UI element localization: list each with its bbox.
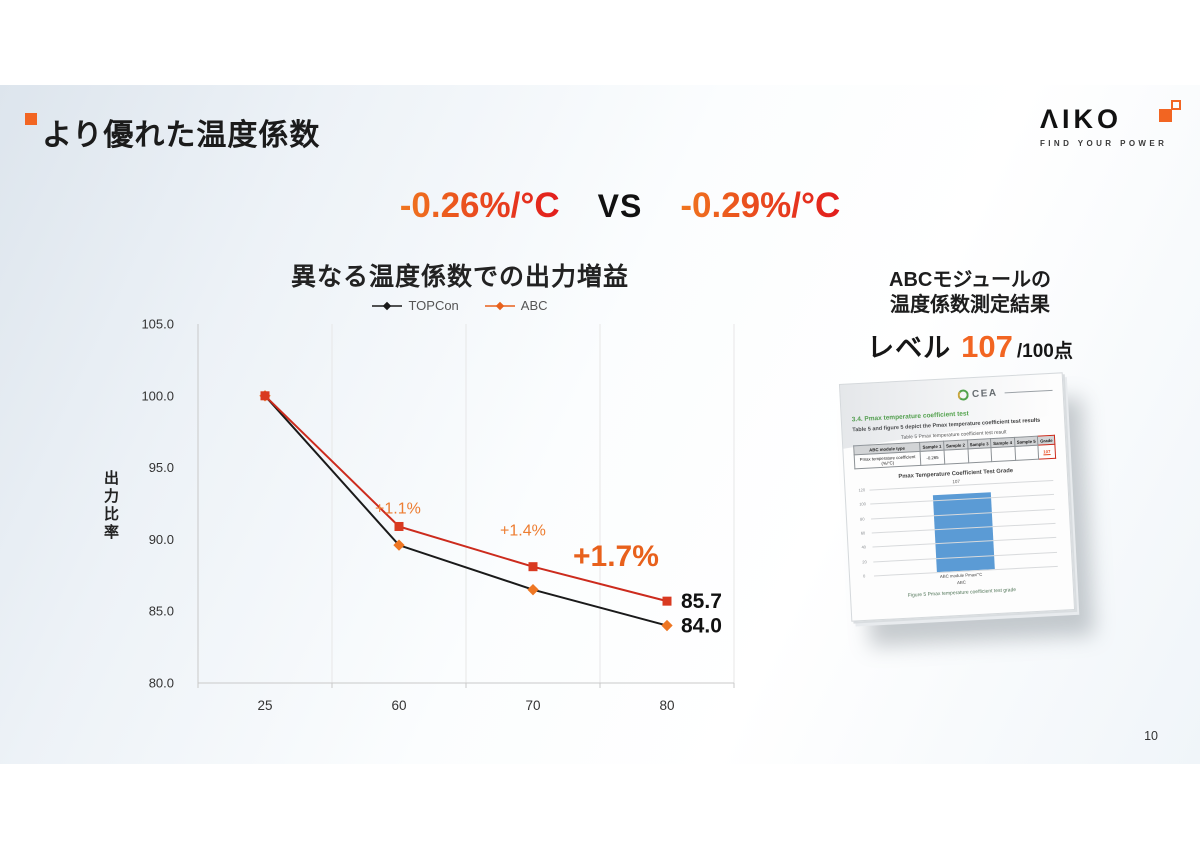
mini-bar-chart: 120 100 80 60 40 20 0 xyxy=(858,479,1058,579)
cert-table-cell xyxy=(1014,445,1039,461)
abc-legend-marker-icon xyxy=(484,301,515,310)
title-bullet xyxy=(25,113,37,125)
mini-tick-label: 120 xyxy=(858,487,866,493)
topcon-legend-marker-icon xyxy=(372,301,403,310)
mini-tick-label: 80 xyxy=(859,516,865,522)
chart-legend: TOPCon ABC xyxy=(180,298,740,313)
level-label: レベル xyxy=(867,333,952,363)
level-suffix: /100点 xyxy=(1016,341,1073,362)
abc-coefficient-value: -0.26%/°C xyxy=(399,186,560,225)
mini-tick-label: 40 xyxy=(861,544,867,550)
cert-table-cell xyxy=(943,448,969,465)
legend-label-abc: ABC xyxy=(520,298,548,313)
page-number: 10 xyxy=(1144,729,1158,743)
y-tick-label: 100.0 xyxy=(141,388,174,403)
series-line-abc xyxy=(264,395,668,603)
data-point xyxy=(394,521,404,531)
x-tick-label: 80 xyxy=(659,698,674,713)
annotation-label: +1.4% xyxy=(500,523,546,540)
data-point xyxy=(527,584,539,596)
legend-item-abc: ABC xyxy=(484,298,548,313)
mini-chart-bar xyxy=(932,492,995,573)
result-panel: ABCモジュールの 温度係数測定結果 レベル 107 /100点 CEA 3.4… xyxy=(810,268,1130,622)
cert-table-cell xyxy=(967,447,992,463)
cea-logo-icon xyxy=(957,388,970,401)
cert-table-cell xyxy=(991,446,1016,462)
data-point xyxy=(661,619,673,632)
coefficient-comparison: -0.26%/°C VS -0.29%/°C xyxy=(300,186,940,226)
series-line-topcon xyxy=(264,395,668,627)
data-point xyxy=(528,562,538,572)
data-point xyxy=(662,596,672,606)
mini-tick-label: 20 xyxy=(862,558,867,565)
slide-title: より優れた温度係数 xyxy=(42,119,321,152)
annotation-label: +1.1% xyxy=(375,500,421,517)
logo-mark-icon xyxy=(1159,100,1181,122)
logo-tagline: FIND YOUR POWER xyxy=(1040,139,1168,148)
cert-table-cell: Pmax temperature coefficient (%/°C) xyxy=(854,451,922,469)
y-tick-label: 105.0 xyxy=(141,317,174,332)
aiko-logo: ΛIKO FIND YOUR POWER xyxy=(1040,100,1181,148)
result-heading-line2: 温度係数測定結果 xyxy=(890,294,1050,316)
cea-logo: CEA xyxy=(850,382,1053,409)
cea-logo-text: CEA xyxy=(971,387,998,400)
level-value: 107 xyxy=(961,329,1013,364)
annotation-label: +1.7% xyxy=(573,540,659,573)
y-axis-label: 出力比率 xyxy=(102,470,119,542)
legend-item-topcon: TOPCon xyxy=(372,298,459,313)
y-tick-label: 95.0 xyxy=(149,460,174,475)
y-tick-label: 80.0 xyxy=(149,676,174,691)
cert-table-cell: 107 xyxy=(1038,444,1056,460)
x-tick-label: 25 xyxy=(257,698,272,713)
logo-brand-text: ΛIKO xyxy=(1040,104,1123,134)
result-heading-line1: ABCモジュールの xyxy=(889,269,1051,291)
chart-title: 異なる温度係数での出力増益 xyxy=(290,263,629,291)
logo-square-outline-icon xyxy=(1171,100,1181,110)
mini-tick-label: 0 xyxy=(862,573,866,579)
legend-label-topcon: TOPCon xyxy=(408,298,459,313)
level-row: レベル 107 /100点 xyxy=(810,326,1130,365)
topcon-coefficient-value: -0.29%/°C xyxy=(680,186,841,225)
end-value-label: 85.7 xyxy=(681,590,722,613)
cea-logo-rule xyxy=(1004,389,1053,393)
logo-square-fill-icon xyxy=(1159,109,1172,122)
vs-label: VS xyxy=(597,188,643,224)
line-chart: 105.0 100.0 95.0 90.0 85.0 80.0 25 60 70 80 +1.1% +… xyxy=(141,317,735,713)
data-point xyxy=(260,391,270,401)
end-value-label: 84.0 xyxy=(681,615,722,638)
x-tick-label: 60 xyxy=(391,698,406,713)
cert-table-cell: -0.265 xyxy=(920,450,945,466)
mini-tick-label: 100 xyxy=(859,501,867,507)
y-tick-label: 85.0 xyxy=(149,604,174,619)
mini-tick-label: 60 xyxy=(860,530,866,536)
certificate-image: CEA 3.4. Pmax temperature coefficient te… xyxy=(838,372,1076,622)
y-tick-label: 90.0 xyxy=(149,532,174,547)
x-tick-label: 70 xyxy=(525,698,540,713)
